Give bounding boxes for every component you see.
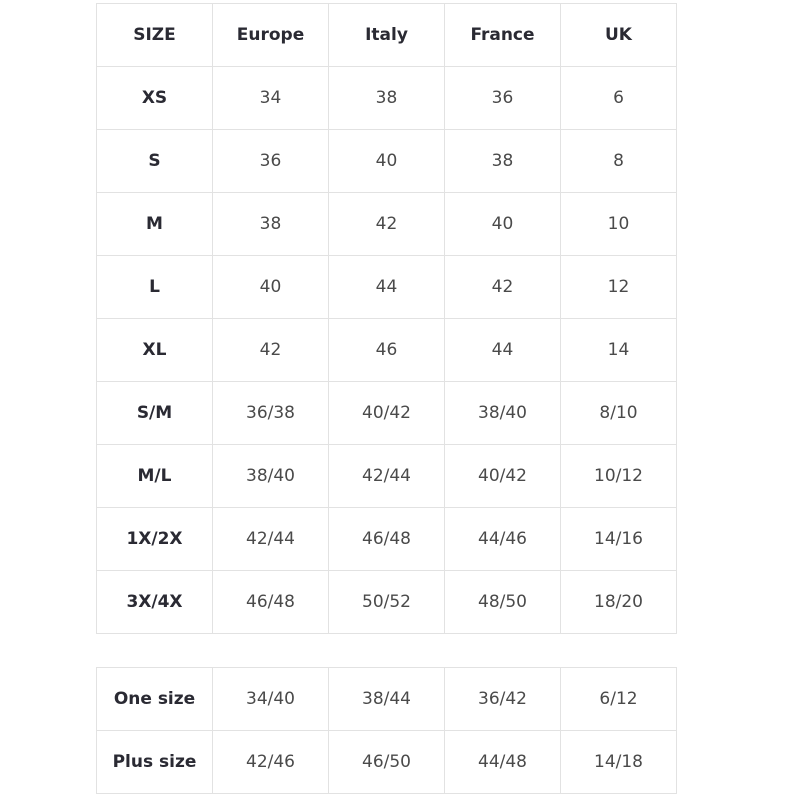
table-cell: 36/42 bbox=[444, 667, 561, 731]
table-cell: 44 bbox=[444, 318, 561, 382]
table-cell: 40 bbox=[328, 129, 445, 193]
row-label: One size bbox=[96, 667, 213, 731]
table-cell: 8 bbox=[560, 129, 677, 193]
table-cell: 38/40 bbox=[444, 381, 561, 445]
table-cell: 38 bbox=[212, 192, 329, 256]
table-row: XL 42 46 44 14 bbox=[96, 318, 677, 382]
column-header: UK bbox=[560, 3, 677, 67]
table-cell: 36 bbox=[444, 66, 561, 130]
table-cell: 42/44 bbox=[328, 444, 445, 508]
table-cell: 40 bbox=[212, 255, 329, 319]
table-cell: 42/44 bbox=[212, 507, 329, 571]
table-row: One size 34/40 38/44 36/42 6/12 bbox=[96, 667, 677, 731]
table-cell: 34 bbox=[212, 66, 329, 130]
table-cell: 14/18 bbox=[560, 730, 677, 794]
table-cell: 46/48 bbox=[328, 507, 445, 571]
row-label: S bbox=[96, 129, 213, 193]
table-cell: 42 bbox=[328, 192, 445, 256]
table-cell: 48/50 bbox=[444, 570, 561, 634]
table-row: Plus size 42/46 46/50 44/48 14/18 bbox=[96, 730, 677, 794]
table-cell: 44 bbox=[328, 255, 445, 319]
table-cell: 46/48 bbox=[212, 570, 329, 634]
table-cell: 44/46 bbox=[444, 507, 561, 571]
table-cell: 50/52 bbox=[328, 570, 445, 634]
row-label: XL bbox=[96, 318, 213, 382]
row-label: L bbox=[96, 255, 213, 319]
row-label: XS bbox=[96, 66, 213, 130]
table-row: XS 34 38 36 6 bbox=[96, 66, 677, 130]
table-row: 1X/2X 42/44 46/48 44/46 14/16 bbox=[96, 507, 677, 571]
table-cell: 40/42 bbox=[444, 444, 561, 508]
table-cell: 10/12 bbox=[560, 444, 677, 508]
header-row: SIZE Europe Italy France UK bbox=[96, 3, 677, 67]
table-cell: 10 bbox=[560, 192, 677, 256]
table-cell: 38/40 bbox=[212, 444, 329, 508]
row-label: S/M bbox=[96, 381, 213, 445]
table-row: S/M 36/38 40/42 38/40 8/10 bbox=[96, 381, 677, 445]
row-label: M bbox=[96, 192, 213, 256]
column-header: Italy bbox=[328, 3, 445, 67]
table-cell: 6 bbox=[560, 66, 677, 130]
row-label: M/L bbox=[96, 444, 213, 508]
table-row: S 36 40 38 8 bbox=[96, 129, 677, 193]
table-cell: 40 bbox=[444, 192, 561, 256]
table-cell: 6/12 bbox=[560, 667, 677, 731]
column-header: France bbox=[444, 3, 561, 67]
table-row: M/L 38/40 42/44 40/42 10/12 bbox=[96, 444, 677, 508]
table-cell: 38 bbox=[328, 66, 445, 130]
table-row: L 40 44 42 12 bbox=[96, 255, 677, 319]
table-cell: 44/48 bbox=[444, 730, 561, 794]
table-cell: 18/20 bbox=[560, 570, 677, 634]
column-header: Europe bbox=[212, 3, 329, 67]
column-header: SIZE bbox=[96, 3, 213, 67]
table-cell: 14/16 bbox=[560, 507, 677, 571]
table-cell: 46 bbox=[328, 318, 445, 382]
table-cell: 12 bbox=[560, 255, 677, 319]
table-cell: 38 bbox=[444, 129, 561, 193]
table-cell: 42 bbox=[212, 318, 329, 382]
table-row: 3X/4X 46/48 50/52 48/50 18/20 bbox=[96, 570, 677, 634]
table-cell: 34/40 bbox=[212, 667, 329, 731]
row-label: 3X/4X bbox=[96, 570, 213, 634]
table-cell: 42/46 bbox=[212, 730, 329, 794]
row-label: 1X/2X bbox=[96, 507, 213, 571]
table-cell: 46/50 bbox=[328, 730, 445, 794]
row-label: Plus size bbox=[96, 730, 213, 794]
size-chart-table: SIZE Europe Italy France UK XS 34 38 36 6 S 36 40 38 8… bbox=[96, 3, 677, 634]
special-size-table: One size 34/40 38/44 36/42 6/12 Plus size 42/4… bbox=[96, 667, 677, 794]
table-cell: 14 bbox=[560, 318, 677, 382]
table-cell: 42 bbox=[444, 255, 561, 319]
table-row: M 38 42 40 10 bbox=[96, 192, 677, 256]
table-cell: 38/44 bbox=[328, 667, 445, 731]
table-cell: 36/38 bbox=[212, 381, 329, 445]
table-cell: 8/10 bbox=[560, 381, 677, 445]
table-cell: 36 bbox=[212, 129, 329, 193]
table-cell: 40/42 bbox=[328, 381, 445, 445]
